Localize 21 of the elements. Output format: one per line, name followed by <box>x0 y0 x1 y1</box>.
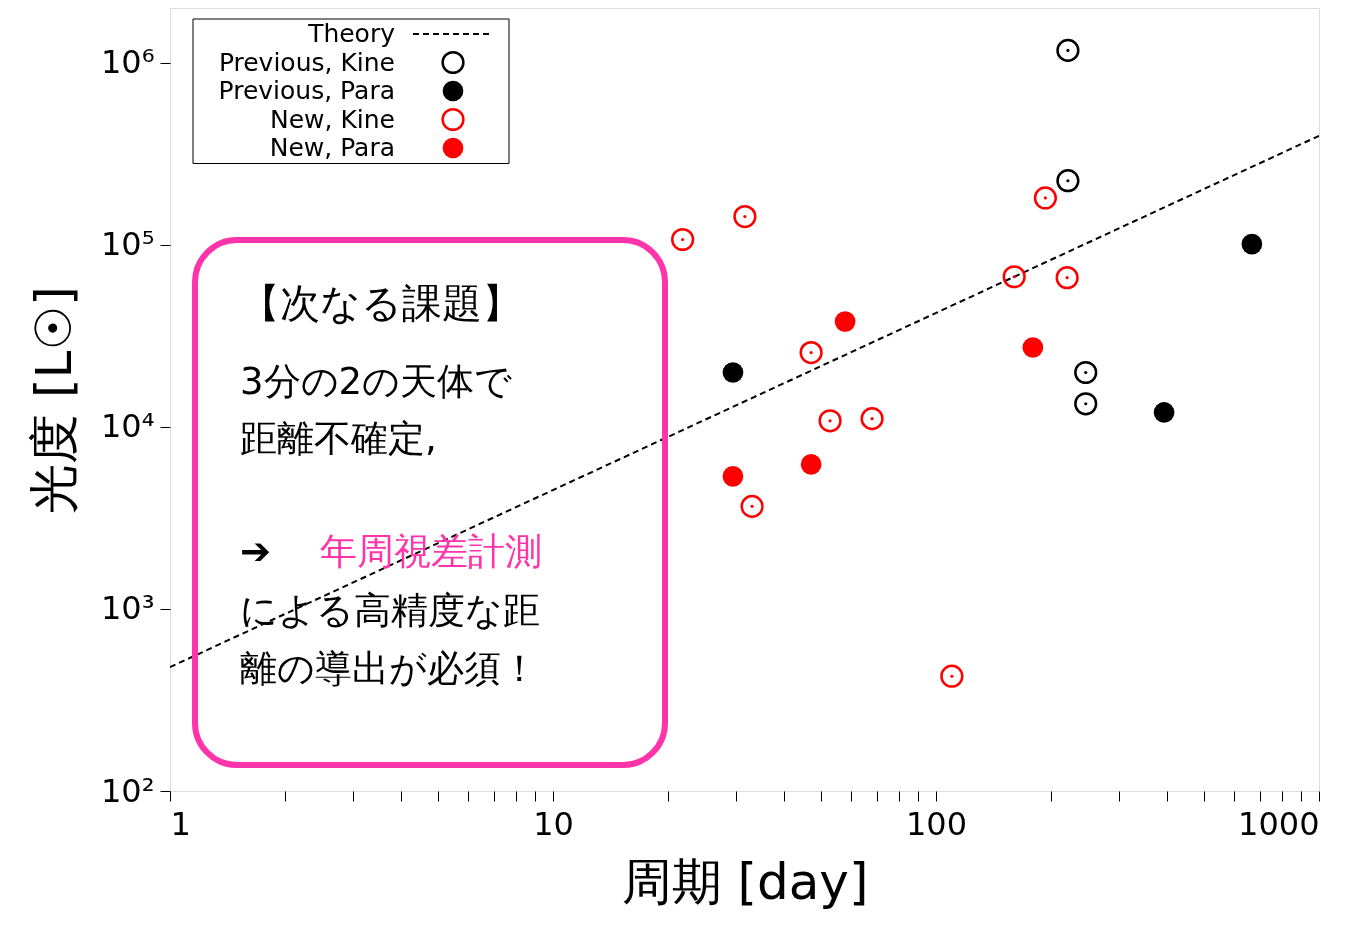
x-tick-label: 1 <box>170 804 191 843</box>
x-tick-label: 100 <box>905 804 968 843</box>
x-tick-label: 10 <box>533 804 574 843</box>
annotation: 【次なる課題】 <box>240 280 522 326</box>
legend-label: New, Kine <box>270 104 395 134</box>
x-tick-label: 1000 <box>1238 804 1320 843</box>
legend-label: Previous, Para <box>218 76 395 105</box>
y-tick-label: 10⁵ <box>100 225 155 264</box>
y-tick-label: 10² <box>100 771 155 810</box>
legend-label: Theory <box>307 19 396 48</box>
legend-label: New, Para <box>269 133 395 162</box>
annotation: 離の導出が必須！ <box>240 647 538 690</box>
y-tick-label: 10⁴ <box>100 407 155 446</box>
annotation: 3分の2の天体で <box>240 360 513 403</box>
annotation: ➔ <box>240 530 272 573</box>
legend-label: Previous, Kine <box>218 47 395 77</box>
y-tick-label: 10³ <box>100 589 155 628</box>
y-axis-title: 光度 [L☉] <box>24 286 83 514</box>
annotation: 距離不確定, <box>240 417 437 460</box>
x-axis-title: 周期 [day] <box>621 852 869 911</box>
y-tick-label: 10⁶ <box>100 43 155 82</box>
